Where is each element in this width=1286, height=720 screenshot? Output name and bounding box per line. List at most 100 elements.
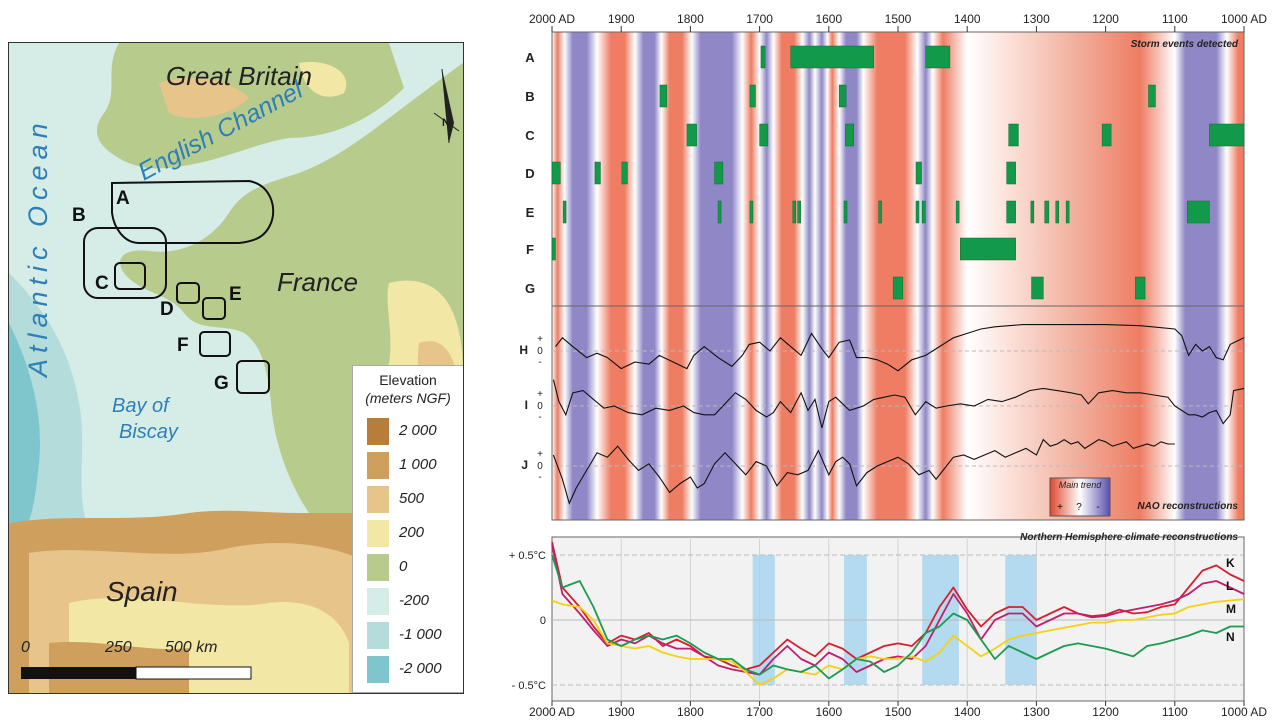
x-tick-bottom: 1800 [677,705,704,719]
site-label-e: E [229,284,242,305]
legend-swatch [367,418,389,445]
map-label-bay-of-biscay-line1: Bay of [112,395,169,417]
x-tick-bottom: 1000 AD [1221,705,1267,719]
storm-event-bar [717,200,722,224]
storm-event-bar [792,200,797,224]
nh-series-line [551,544,1245,676]
nao-panel-frame [551,305,1245,521]
nh-series-label: M [1226,602,1236,616]
storm-event-bar [749,84,756,108]
site-c-outline [114,262,146,290]
nao-series-label: I [525,398,528,412]
scale-bar-dark [21,667,136,679]
nh-ytick-label: 0 [540,615,546,627]
nao-ytick-minus: - [538,472,541,483]
elevation-legend: Elevation (meters NGF) 2 000 1 000 500 200 0… [352,365,463,693]
storm-event-bar [845,123,854,147]
storm-row-label: D [525,166,534,181]
site-label-g: G [214,373,229,394]
scale-label-mid: 250 [105,639,132,656]
nao-ytick-minus: - [538,412,541,423]
storm-event-bar [921,200,926,224]
storm-event-bar [925,45,951,69]
x-tick-top: 1800 [677,12,704,26]
nao-series-line [552,438,1175,506]
nao-legend-title: Main trend [1059,480,1103,490]
storm-event-bar [1031,276,1044,300]
x-tick-top: 1300 [1023,12,1050,26]
nh-series-line [551,541,1245,671]
storm-event-bar [915,161,922,185]
x-tick-top: 1000 AD [1221,12,1267,26]
x-tick-bottom: 1400 [954,705,981,719]
legend-swatch [367,554,389,581]
storm-event-bar [1148,84,1156,108]
storm-event-bar [843,200,848,224]
storm-row-label: F [526,242,534,257]
nao-ytick-zero: 0 [537,401,543,412]
x-tick-bottom: 1300 [1023,705,1050,719]
x-tick-bottom: 1600 [815,705,842,719]
storm-event-bar [659,84,668,108]
legend-value: -2 000 [399,660,442,677]
x-tick-top: 1200 [1092,12,1119,26]
storm-event-bar [1008,123,1019,147]
map-label-france: France [277,267,358,297]
storm-event-bar [714,161,724,185]
legend-swatch [367,520,389,547]
x-tick-bottom: 1500 [885,705,912,719]
x-tick-top: 1500 [885,12,912,26]
site-e-outline [202,297,226,320]
nao-trend-legend [1049,477,1111,517]
x-tick-top: 1400 [954,12,981,26]
nao-legend-mark: + [1057,502,1063,513]
site-label-f: F [177,335,189,356]
nh-ytick-label: - 0.5°C [512,680,546,692]
nao-ytick-zero: 0 [537,346,543,357]
site-label-a: A [116,188,130,209]
storm-event-bar [1101,123,1112,147]
north-label: N [442,117,450,129]
abyssal-area [9,323,40,553]
storm-event-bar [960,237,1016,261]
x-tick-top: 1100 [1162,12,1188,26]
nao-ytick-plus: + [537,334,543,345]
nh-series-line [551,598,1245,686]
legend-swatch [367,622,389,649]
x-tick-top: 1900 [608,12,635,26]
legend-value: 500 [399,490,425,507]
scale-bar-light [135,666,252,680]
storm-event-bar [878,200,882,224]
x-tick-bottom: 1700 [746,705,773,719]
legend-value: 0 [399,558,408,575]
storm-row-label: E [526,205,535,220]
nao-panel-title: NAO reconstructions [1137,501,1238,512]
storm-event-bar [1209,123,1245,147]
storm-event-bar [760,45,766,69]
storm-event-bar [749,200,754,224]
nh-series-line [551,554,1244,680]
storm-event-bar [1055,200,1060,224]
storm-event-bar [1065,200,1070,224]
nao-ytick-zero: 0 [537,461,543,472]
legend-value: 2 000 [399,422,437,439]
storm-event-bar [1135,276,1146,300]
storm-row-label: C [525,128,535,143]
x-tick-bottom: 1900 [608,705,635,719]
legend-swatch [367,486,389,513]
nao-series-line [552,379,1245,429]
north-arrow-icon [433,68,460,144]
nao-ytick-plus: + [537,449,543,460]
storm-event-bar [759,123,769,147]
legend-value: 200 [399,524,425,541]
site-d-outline [176,282,200,304]
legend-swatch [367,656,389,683]
storm-row-label: A [525,50,535,65]
site-f-outline [199,331,231,357]
nao-ytick-plus: + [537,389,543,400]
x-tick-bottom: 1200 [1092,705,1119,719]
nao-legend-mark: ? [1076,502,1082,513]
nao-legend-mark: - [1096,502,1099,513]
nh-ytick-label: + 0.5°C [509,550,546,562]
scale-label-end: 500 km [165,639,218,656]
